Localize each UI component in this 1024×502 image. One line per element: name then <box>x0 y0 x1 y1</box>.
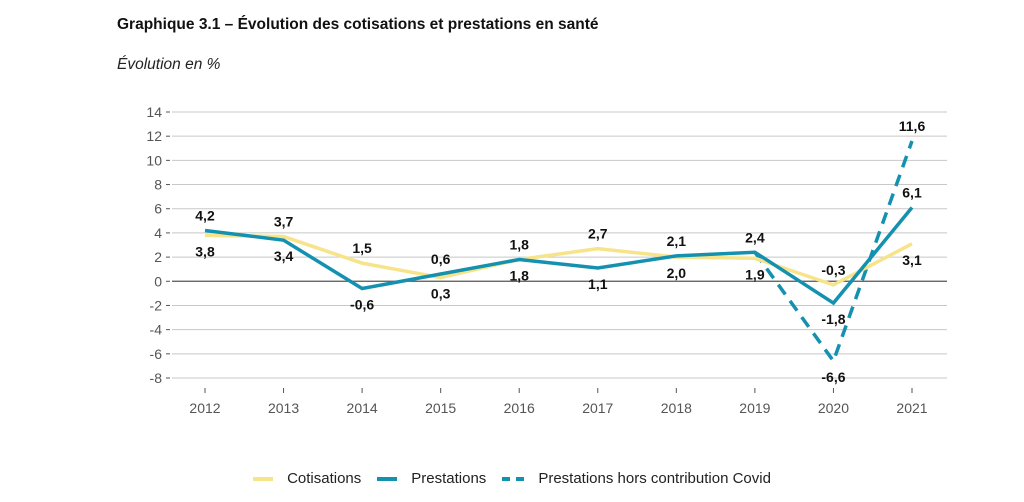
data-label: 4,2 <box>195 207 215 223</box>
chart-title: Graphique 3.1 – Évolution des cotisation… <box>117 16 599 33</box>
x-tick-label: 2019 <box>739 400 770 416</box>
y-axis: 14 12 10 8 6 4 2 0 -2 -4 -6 -8 <box>146 104 170 386</box>
x-tick-label: 2018 <box>661 400 692 416</box>
legend-label-prestations: Prestations <box>411 470 487 487</box>
legend-item-cotisations: Cotisations <box>253 470 361 487</box>
y-tick-label: 6 <box>154 201 162 217</box>
x-tick-label: 2014 <box>347 400 378 416</box>
y-tick-label: 2 <box>154 249 162 265</box>
series-line-prestations-hors-contribution-covid <box>753 140 914 365</box>
data-label: 1,9 <box>745 266 765 282</box>
legend-swatch-cotisations <box>253 476 274 481</box>
legend: Cotisations Prestations Prestations hors… <box>0 470 1024 487</box>
data-label: -1,8 <box>821 311 845 327</box>
x-tick-label: 2015 <box>425 400 456 416</box>
y-tick-label: 14 <box>146 104 162 120</box>
chart-subtitle: Évolution en % <box>117 56 221 73</box>
y-tick-label: 12 <box>146 128 162 144</box>
data-label: 3,4 <box>274 248 294 264</box>
y-tick-label: -6 <box>150 346 163 362</box>
x-tick-label: 2021 <box>896 400 927 416</box>
data-label: 2,4 <box>745 229 765 245</box>
legend-label-prestations-hors-covid: Prestations hors contribution Covid <box>538 470 771 487</box>
data-label: 1,8 <box>509 268 529 284</box>
data-label: 6,1 <box>902 185 922 201</box>
x-tick-label: 2017 <box>582 400 613 416</box>
y-tick-label: 4 <box>154 225 162 241</box>
data-label: 1,8 <box>509 237 529 253</box>
x-tick-label: 2020 <box>818 400 849 416</box>
y-tick-label: -4 <box>150 322 163 338</box>
x-tick-label: 2012 <box>189 400 220 416</box>
data-label: 3,7 <box>274 214 294 230</box>
data-label: -6,6 <box>821 369 845 385</box>
legend-swatch-prestations-hors-covid <box>502 476 525 481</box>
legend-item-prestations-hors-covid: Prestations hors contribution Covid <box>502 470 771 487</box>
x-tick-label: 2013 <box>268 400 299 416</box>
data-label: -0,6 <box>350 297 374 313</box>
data-label: 0,3 <box>431 286 451 302</box>
y-tick-label: -8 <box>150 370 163 386</box>
data-label: 0,6 <box>431 251 451 267</box>
data-label: 1,5 <box>352 240 372 256</box>
y-tick-label: 8 <box>154 177 162 193</box>
series-line-prestations <box>204 206 914 306</box>
data-labels: 3,8 3,7 1,5 0,3 1,8 2,7 2,0 1,9 -0,3 3,1 4,2 3,4 -0,… <box>195 118 925 385</box>
legend-item-prestations: Prestations <box>377 470 486 487</box>
x-axis: 2012 2013 2014 2015 2016 2017 2018 2019 2020 2021 <box>189 388 928 416</box>
data-label: 3,8 <box>195 243 215 259</box>
y-tick-label: 10 <box>146 152 162 168</box>
data-label: 2,0 <box>667 265 687 281</box>
data-label: 2,7 <box>588 226 608 242</box>
series-lines <box>204 140 914 365</box>
legend-swatch-prestations <box>377 476 398 481</box>
y-tick-label: 0 <box>154 273 162 289</box>
y-tick-label: -2 <box>150 297 163 313</box>
data-label: -0,3 <box>821 262 845 278</box>
x-tick-label: 2016 <box>504 400 535 416</box>
data-label: 3,1 <box>902 252 922 268</box>
data-label: 1,1 <box>588 276 608 292</box>
series-line-cotisations <box>204 233 913 287</box>
legend-label-cotisations: Cotisations <box>287 470 362 487</box>
data-label: 2,1 <box>667 233 687 249</box>
data-label: 11,6 <box>899 118 926 134</box>
